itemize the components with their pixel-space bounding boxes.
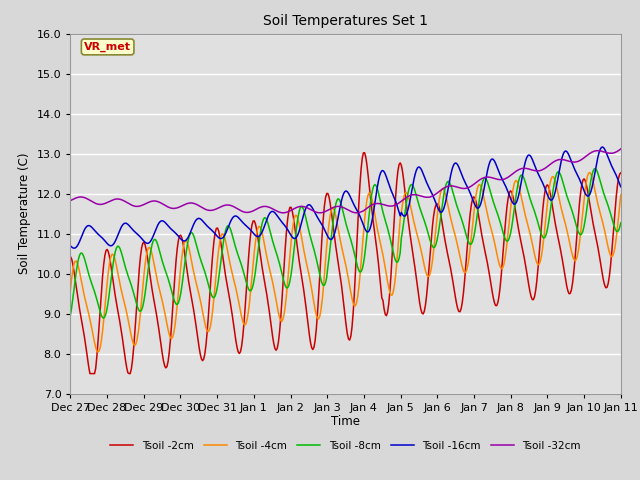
Tsoil -4cm [586, 169, 594, 175]
Tsoil -32cm [67, 198, 74, 204]
Title: Soil Temperatures Set 1: Soil Temperatures Set 1 [263, 14, 428, 28]
Tsoil -32cm [376, 201, 383, 206]
Tsoil -4cm [300, 246, 307, 252]
Tsoil -2cm [474, 204, 481, 210]
X-axis label: Time: Time [331, 415, 360, 429]
Tsoil -2cm [617, 170, 625, 176]
Tsoil -32cm [299, 204, 307, 209]
Line: Tsoil -32cm: Tsoil -32cm [70, 149, 621, 213]
Legend: Tsoil -2cm, Tsoil -4cm, Tsoil -8cm, Tsoil -16cm, Tsoil -32cm: Tsoil -2cm, Tsoil -4cm, Tsoil -8cm, Tsoi… [106, 437, 585, 455]
Tsoil -8cm [67, 312, 74, 318]
Tsoil -4cm [472, 192, 480, 198]
Tsoil -2cm [569, 280, 577, 286]
Tsoil -4cm [376, 236, 383, 242]
Tsoil -2cm [403, 208, 411, 214]
Tsoil -8cm [472, 221, 480, 227]
Tsoil -8cm [568, 206, 575, 212]
Tsoil -16cm [300, 212, 307, 217]
Tsoil -2cm [377, 283, 385, 288]
Tsoil -16cm [70, 245, 77, 251]
Tsoil -16cm [568, 158, 575, 164]
Tsoil -2cm [239, 334, 246, 340]
Tsoil -8cm [239, 266, 246, 272]
Tsoil -16cm [402, 212, 410, 218]
Tsoil -4cm [402, 190, 410, 195]
Tsoil -8cm [376, 194, 383, 200]
Tsoil -2cm [361, 150, 369, 156]
Tsoil -2cm [300, 287, 307, 292]
Tsoil -16cm [239, 219, 246, 225]
Tsoil -32cm [402, 195, 410, 201]
Tsoil -32cm [617, 146, 625, 152]
Line: Tsoil -16cm: Tsoil -16cm [70, 147, 621, 248]
Tsoil -32cm [353, 210, 360, 216]
Line: Tsoil -2cm: Tsoil -2cm [70, 153, 621, 373]
Tsoil -4cm [94, 349, 102, 355]
Tsoil -16cm [617, 184, 625, 190]
Tsoil -4cm [617, 192, 625, 198]
Tsoil -16cm [376, 173, 383, 179]
Tsoil -16cm [598, 144, 606, 150]
Tsoil -4cm [239, 318, 246, 324]
Tsoil -8cm [592, 166, 600, 172]
Line: Tsoil -4cm: Tsoil -4cm [70, 172, 621, 352]
Tsoil -4cm [67, 288, 74, 293]
Line: Tsoil -8cm: Tsoil -8cm [70, 169, 621, 318]
Tsoil -8cm [402, 203, 410, 209]
Tsoil -8cm [617, 220, 625, 226]
Tsoil -4cm [568, 248, 575, 254]
Tsoil -16cm [67, 243, 74, 249]
Tsoil -32cm [568, 159, 575, 165]
Text: VR_met: VR_met [84, 42, 131, 52]
Tsoil -16cm [472, 204, 480, 210]
Tsoil -8cm [100, 315, 108, 321]
Tsoil -2cm [67, 254, 74, 260]
Tsoil -32cm [238, 208, 246, 214]
Tsoil -32cm [472, 180, 480, 185]
Y-axis label: Soil Temperature (C): Soil Temperature (C) [18, 153, 31, 275]
Tsoil -2cm [86, 371, 94, 376]
Tsoil -8cm [300, 207, 307, 213]
